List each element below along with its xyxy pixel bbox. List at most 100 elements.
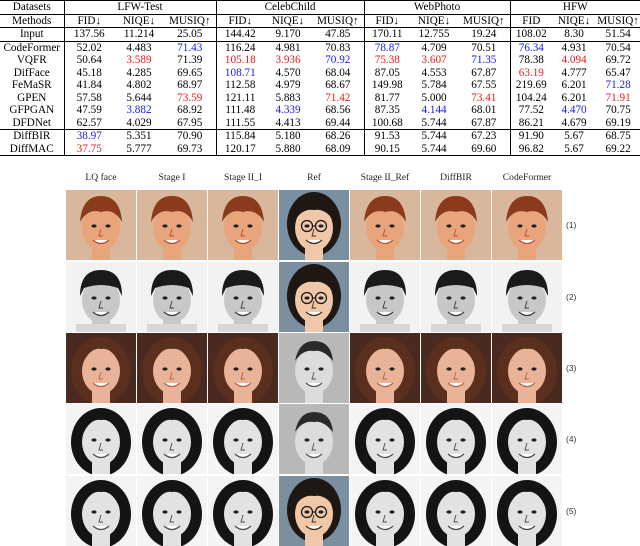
metric-value: 69.22 <box>596 142 640 156</box>
metric-value: 67.55 <box>458 79 511 92</box>
metric-value: 71.42 <box>312 91 365 104</box>
bw-boy-bowlcut-image <box>350 262 420 332</box>
metric-value: 77.52 <box>518 104 544 116</box>
metric-header: MUSIQ↑ <box>596 13 640 28</box>
metric-value: 144.42 <box>216 27 265 41</box>
metric-value: 149.98 <box>371 79 403 91</box>
metric-value: 5.180 <box>264 129 313 143</box>
metric-value: 68.01 <box>458 104 511 117</box>
metric-value: 12.755 <box>410 27 459 41</box>
metric-header: FID↓ <box>64 13 114 28</box>
girl-smiling-image <box>350 333 420 403</box>
metric-value: 5.744 <box>410 129 459 143</box>
table-row: DiffBIR 38.97 5.351 70.90 115.84 5.180 68.26 91… <box>0 129 640 143</box>
table-row: DiffMAC 37.75 5.777 69.73 120.17 5.880 68.09 90… <box>0 142 640 156</box>
metric-header: MUSIQ↑ <box>164 13 217 28</box>
method-name: DiffBIR <box>0 129 65 143</box>
bw-boy-smiling-image <box>279 333 349 403</box>
metric-header: FID <box>510 13 553 28</box>
metric-value: 4.029 <box>126 116 152 129</box>
metric-value: 4.802 <box>126 79 152 91</box>
child-redhead-image <box>350 190 420 260</box>
metric-value: 5.880 <box>264 142 313 156</box>
figure-row-label: (3) <box>566 363 577 373</box>
metric-value: 69.65 <box>164 66 217 79</box>
bw-woman-sketch-image <box>350 476 420 546</box>
metric-value: 4.339 <box>275 104 301 116</box>
metric-value: 4.979 <box>275 79 301 91</box>
metric-value: 68.26 <box>312 129 365 143</box>
table-group-header-row: Datasets LFW-Test CelebChild WebPhoto HFW <box>0 0 640 14</box>
metric-value: 5.67 <box>552 142 597 156</box>
method-name: CodeFormer <box>0 40 65 54</box>
figure-column-label: Stage II_Ref <box>360 172 410 183</box>
bw-boy-bowlcut-image <box>492 262 562 332</box>
metric-value: 69.72 <box>605 54 631 66</box>
metric-value: 57.58 <box>76 91 102 104</box>
metric-header: FID↓ <box>216 13 265 28</box>
metric-value: 6.201 <box>561 79 587 91</box>
metric-value: 108.71 <box>224 66 256 79</box>
asian-woman-glasses-image <box>279 262 349 332</box>
metric-value: 104.24 <box>515 91 547 104</box>
bw-woman-sketch-image <box>421 476 491 546</box>
girl-smiling-image <box>421 333 491 403</box>
metric-value: 52.02 <box>64 40 114 54</box>
child-redhead-image <box>492 190 562 260</box>
bw-boy-bowlcut-image <box>421 262 491 332</box>
metric-value: 87.35 <box>374 104 400 116</box>
bw-woman-sketch-image <box>66 404 136 474</box>
metric-value: 5.744 <box>410 142 459 156</box>
metric-value: 47.59 <box>76 104 102 116</box>
metric-value: 111.55 <box>225 116 256 129</box>
metric-value: 71.35 <box>458 54 511 67</box>
metric-value: 4.094 <box>561 54 587 66</box>
metric-value: 3.589 <box>126 54 152 66</box>
figure-row-label: (4) <box>566 434 577 444</box>
figure-row-label: (5) <box>566 506 577 516</box>
metric-value: 47.85 <box>312 27 365 41</box>
bw-woman-sketch-image <box>66 476 136 546</box>
metric-value: 68.67 <box>312 79 365 92</box>
metric-value: 137.56 <box>64 27 114 41</box>
metric-value: 219.69 <box>515 79 547 91</box>
method-name: VQFR <box>0 54 65 67</box>
metric-value: 71.39 <box>164 54 217 67</box>
child-redhead-image <box>137 190 207 260</box>
datasets-header: Datasets <box>0 0 65 14</box>
metric-value: 37.75 <box>64 142 114 156</box>
metric-value: 5.784 <box>421 79 447 91</box>
metric-value: 69.60 <box>458 142 511 156</box>
metric-header: NIQE↓ <box>552 13 597 28</box>
metric-value: 41.84 <box>76 79 102 91</box>
metric-value: 70.51 <box>458 40 511 54</box>
metric-value: 69.19 <box>605 116 631 129</box>
method-name: DFDNet <box>0 116 65 130</box>
girl-smiling-image <box>137 333 207 403</box>
metric-value: 115.84 <box>216 129 265 143</box>
metric-value: 3.607 <box>421 54 447 66</box>
metric-value: 91.53 <box>364 129 411 143</box>
metric-value: 4.981 <box>264 40 313 54</box>
metric-value: 100.68 <box>371 116 403 129</box>
child-redhead-image <box>208 190 278 260</box>
bw-boy-bowlcut-image <box>66 262 136 332</box>
metric-value: 68.04 <box>312 66 365 79</box>
metric-value: 4.483 <box>114 40 164 54</box>
metric-value: 81.77 <box>374 91 400 104</box>
metric-value: 6.201 <box>561 91 587 104</box>
metric-header: FID↓ <box>364 13 411 28</box>
metric-value: 4.777 <box>561 66 587 79</box>
methods-header: Methods <box>0 13 65 28</box>
asian-woman-glasses-image <box>279 476 349 546</box>
metric-value: 45.18 <box>76 66 102 79</box>
comparison-table: Datasets LFW-Test CelebChild WebPhoto HFW Met… <box>0 0 640 156</box>
metric-value: 4.285 <box>126 66 152 79</box>
dataset-group-header: HFW <box>510 0 640 14</box>
metric-header: MUSIQ↑ <box>458 13 511 28</box>
dataset-group-header: WebPhoto <box>364 0 511 14</box>
metric-value: 170.11 <box>364 27 411 41</box>
bw-woman-sketch-image <box>492 476 562 546</box>
metric-value: 63.19 <box>518 66 544 79</box>
figure-column-label: Stage I <box>158 172 186 183</box>
